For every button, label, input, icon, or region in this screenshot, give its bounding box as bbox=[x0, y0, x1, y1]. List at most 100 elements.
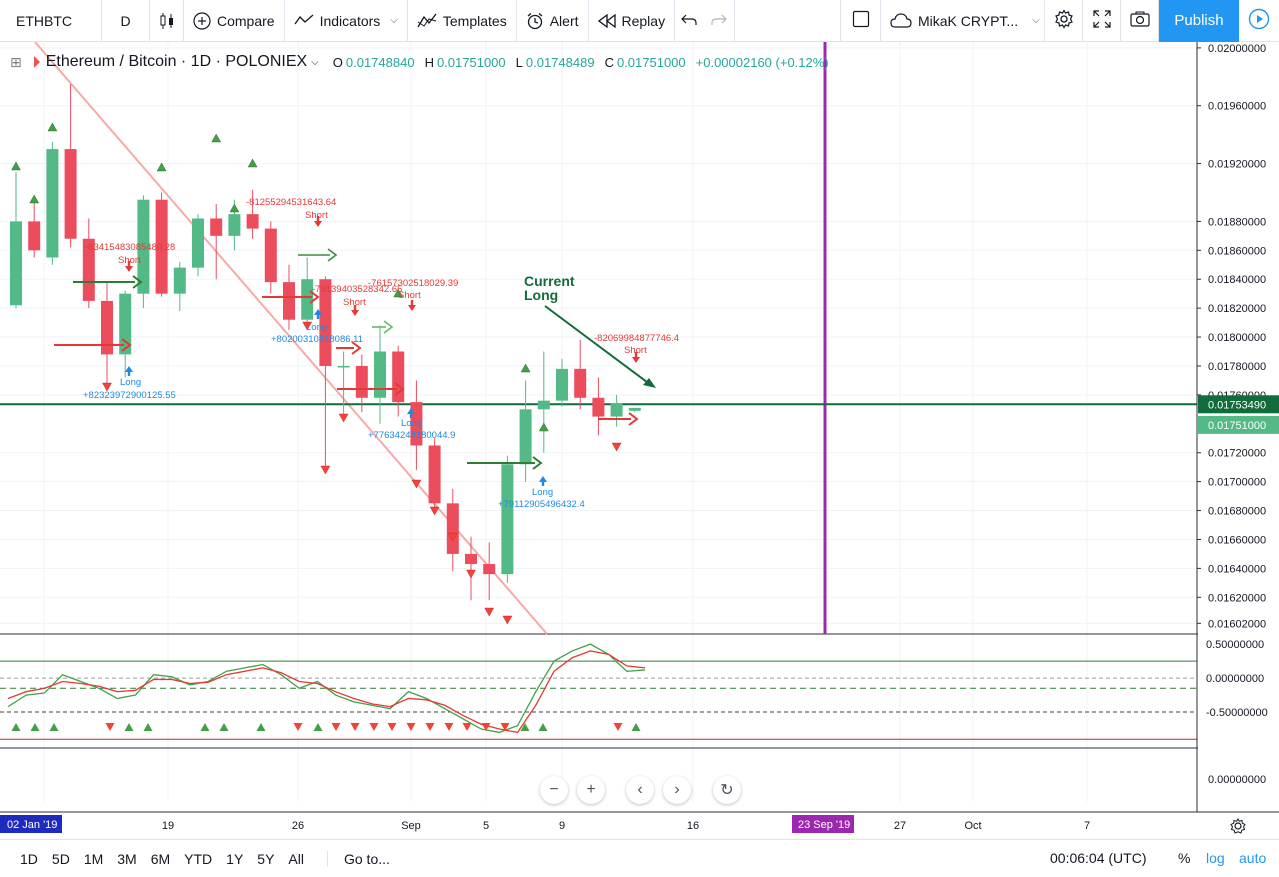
candle-body[interactable] bbox=[28, 221, 41, 251]
signal-value-label: +79112905496432.4 bbox=[498, 499, 585, 510]
range-all[interactable]: All bbox=[288, 850, 304, 867]
fullscreen-button[interactable] bbox=[1083, 0, 1121, 42]
range-6m[interactable]: 6M bbox=[150, 850, 171, 867]
candle-body[interactable] bbox=[82, 238, 95, 301]
candle-body[interactable] bbox=[46, 149, 59, 258]
zoom-out-button[interactable]: − bbox=[540, 776, 568, 804]
hline-price-label: 0.01753490 bbox=[1208, 399, 1266, 411]
candle-body[interactable] bbox=[428, 445, 441, 504]
candle-body[interactable] bbox=[246, 214, 259, 229]
auto-scale-toggle[interactable]: auto bbox=[1239, 850, 1267, 866]
candle-body[interactable] bbox=[465, 553, 477, 565]
reset-chart-button[interactable]: ↻ bbox=[713, 776, 741, 804]
short-label: Short bbox=[624, 345, 647, 356]
compare-button[interactable]: Compare bbox=[184, 0, 285, 42]
close-value: 0.01751000 bbox=[616, 54, 686, 70]
start-date-label: 02 Jan '19 bbox=[7, 819, 57, 831]
callout-arrow[interactable] bbox=[544, 305, 652, 386]
candle-body[interactable] bbox=[10, 221, 22, 306]
osc-down-triangle bbox=[481, 723, 491, 731]
candle-body[interactable] bbox=[446, 503, 459, 554]
plus-circle-icon bbox=[193, 11, 211, 30]
candle-body[interactable] bbox=[556, 368, 568, 401]
candle-body[interactable] bbox=[173, 267, 186, 294]
candle-body[interactable] bbox=[301, 279, 314, 320]
percent-scale-toggle[interactable]: % bbox=[1178, 850, 1191, 866]
candle-body[interactable] bbox=[101, 300, 113, 355]
alert-button[interactable]: Alert bbox=[517, 0, 589, 42]
price-scale[interactable]: 0.02000000 0.01960000 0.01920000 0.01880000… bbox=[1196, 42, 1279, 839]
candle-body[interactable] bbox=[155, 199, 168, 294]
clock-time[interactable]: 00:06:04 (UTC) bbox=[1050, 850, 1147, 866]
snapshot-button[interactable] bbox=[1121, 0, 1159, 42]
indicators-button[interactable]: Indicators ⌵ bbox=[285, 0, 408, 42]
templates-button[interactable]: Templates bbox=[408, 0, 517, 42]
candle-body[interactable] bbox=[501, 464, 514, 575]
redo-button[interactable] bbox=[703, 0, 736, 42]
scale-settings-icon[interactable] bbox=[1230, 818, 1246, 834]
settings-button[interactable] bbox=[1045, 0, 1083, 42]
scroll-right-button[interactable]: › bbox=[663, 776, 691, 804]
range-1y[interactable]: 1Y bbox=[226, 850, 244, 867]
candle-body[interactable] bbox=[228, 214, 241, 236]
time-scale[interactable]: 02 Jan '19 19 26 Sep 5 9 16 27 Oct 7 23 Sep '19 bbox=[0, 811, 1279, 834]
layout-name-button[interactable]: MikaK CRYPT... ⌵ bbox=[881, 0, 1045, 42]
downtrend-line[interactable] bbox=[34, 42, 548, 635]
candle-body[interactable] bbox=[574, 368, 587, 398]
candle-body[interactable] bbox=[374, 351, 386, 398]
top-toolbar: ETHBTC D Compare Indicators ⌵ Templates … bbox=[0, 0, 1279, 42]
zoom-in-button[interactable]: + bbox=[577, 776, 605, 804]
range-1d[interactable]: 1D bbox=[20, 850, 38, 867]
interval-button[interactable]: D bbox=[102, 0, 150, 42]
series-title[interactable]: Ethereum / Bitcoin · 1D · POLONIEX bbox=[45, 53, 308, 70]
candle-body[interactable] bbox=[592, 397, 605, 417]
signal-up-triangle bbox=[247, 158, 258, 168]
candle-body[interactable] bbox=[64, 149, 77, 239]
candle-body[interactable] bbox=[137, 199, 150, 294]
signal-up-triangle bbox=[229, 203, 240, 213]
signal-value-label: -76157302518029.39 bbox=[368, 278, 458, 289]
range-5y[interactable]: 5Y bbox=[257, 850, 275, 867]
candle-body[interactable] bbox=[283, 282, 295, 320]
long-label: Long bbox=[306, 322, 327, 333]
chevron-down-icon[interactable]: ⌵ bbox=[311, 56, 319, 68]
candle-body[interactable] bbox=[483, 564, 496, 575]
log-scale-toggle[interactable]: log bbox=[1206, 850, 1225, 866]
candle-body[interactable] bbox=[264, 228, 277, 283]
candle-body[interactable] bbox=[610, 403, 623, 417]
change-value: +0.00002160 (+0.12%) bbox=[695, 54, 829, 70]
layout-select-button[interactable] bbox=[841, 0, 881, 42]
candle-body[interactable] bbox=[392, 351, 405, 403]
range-5d[interactable]: 5D bbox=[51, 850, 70, 867]
chart-canvas[interactable]: -83415483085480.28 Short Long +823239729… bbox=[0, 42, 1279, 839]
candle-body[interactable] bbox=[319, 279, 332, 366]
candle-body[interactable] bbox=[192, 218, 204, 268]
osc-up-triangle bbox=[200, 723, 210, 731]
candle-body[interactable] bbox=[210, 218, 223, 236]
symbol-search[interactable]: ETHBTC bbox=[0, 0, 102, 42]
candle-body[interactable] bbox=[537, 400, 550, 410]
signal-value-label: +82323972900125.55 bbox=[83, 390, 176, 401]
candle-body[interactable] bbox=[628, 407, 641, 411]
undo-button[interactable] bbox=[675, 0, 703, 42]
osc-red-line[interactable] bbox=[7, 650, 646, 734]
chart-style-button[interactable] bbox=[150, 0, 184, 42]
candle-body[interactable] bbox=[519, 409, 532, 465]
osc-down-triangle bbox=[293, 723, 303, 731]
candle-body[interactable] bbox=[337, 365, 350, 368]
open-label: O bbox=[332, 54, 343, 70]
arrow-drawings[interactable] bbox=[54, 248, 639, 470]
publish-video-button[interactable] bbox=[1239, 0, 1279, 42]
signal-up-triangle bbox=[393, 288, 404, 298]
publish-button[interactable]: Publish bbox=[1159, 0, 1239, 42]
go-to-date-button[interactable]: Go to... bbox=[326, 850, 390, 867]
legend-collapse-icon[interactable]: ⊞ bbox=[10, 53, 22, 70]
scroll-left-button[interactable]: ‹ bbox=[626, 776, 654, 804]
range-ytd[interactable]: YTD bbox=[184, 850, 213, 867]
range-1m[interactable]: 1M bbox=[83, 850, 104, 867]
candle-body[interactable] bbox=[355, 365, 368, 398]
cursor-date-badge bbox=[792, 815, 854, 833]
range-3m[interactable]: 3M bbox=[117, 850, 137, 867]
signal-down-triangle bbox=[466, 569, 476, 579]
replay-button[interactable]: Replay bbox=[589, 0, 676, 42]
